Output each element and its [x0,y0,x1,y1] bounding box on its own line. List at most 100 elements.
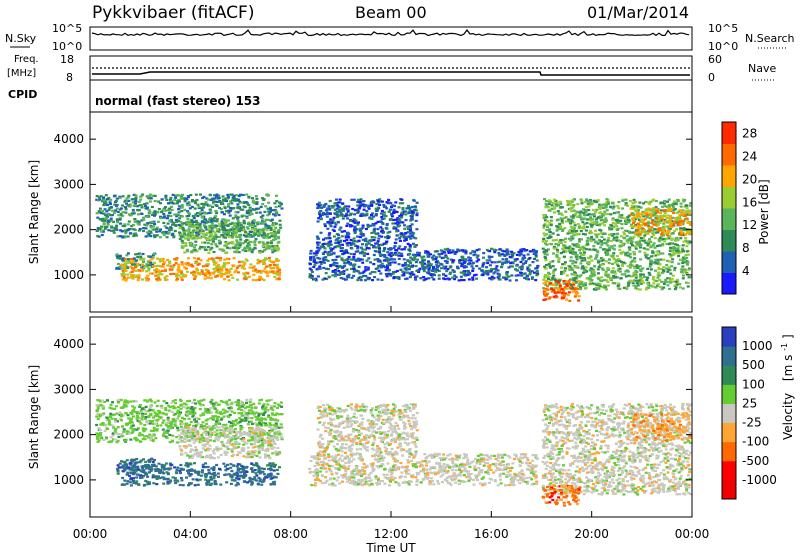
echo-cell [145,202,149,205]
echo-cell [332,204,336,208]
echo-cell [248,248,252,251]
echo-cell [508,256,512,259]
echo-cell [208,224,212,227]
echo-cell [572,221,576,224]
echo-cell [460,278,464,282]
echo-cell [568,299,572,302]
echo-cell [245,259,249,262]
echo-cell [372,246,375,249]
echo-cell [337,201,341,204]
echo-cell [171,202,175,205]
echo-cell [666,234,669,237]
echo-cell [127,194,131,197]
echo-cell [600,235,604,238]
echo-cell [585,199,589,202]
echo-cell [121,264,125,267]
echo-cell [384,242,388,245]
echo-cell [449,251,453,254]
echo-cell [174,262,178,265]
echo-cell [685,211,689,214]
echo-cell [187,238,190,241]
echo-cell [393,258,397,261]
echo-cell [231,231,235,234]
echo-cell [372,215,375,218]
echo-cell [365,210,369,213]
echo-cell [323,223,327,226]
echo-cell [180,215,184,218]
echo-cell [661,228,665,231]
echo-cell [344,278,348,281]
echo-cell [146,235,150,238]
echo-cell [258,251,262,254]
echo-cell [119,212,123,215]
echo-cell [464,274,467,277]
echo-cell [274,210,278,213]
echo-cell [138,269,142,272]
echo-cell [650,261,654,264]
echo-cell [329,240,333,243]
echo-cell [256,262,260,265]
echo-cell [574,281,578,284]
echo-cell [183,251,187,254]
echo-cell [121,224,125,228]
echo-cell [607,202,611,205]
echo-cell [178,217,182,220]
echo-cell [664,278,668,281]
echo-cell [430,256,434,259]
echo-cell [642,281,645,284]
colorbar-tick-label: 20 [742,172,757,186]
echo-cell [426,253,430,256]
echo-cell [237,246,241,249]
echo-cell [132,233,136,236]
echo-cell [550,290,554,293]
echo-cell [641,230,645,233]
echo-cell [145,207,149,210]
echo-cell [227,211,231,214]
echo-cell [686,281,690,285]
echo-cell [616,264,620,268]
echo-cell [637,227,641,230]
echo-cell [523,272,527,275]
echo-cell [266,274,270,278]
echo-cell [231,226,235,229]
echo-cell [553,211,557,214]
echo-cell [615,233,619,236]
echo-cell [215,224,219,228]
echo-cell [379,254,383,257]
echo-cell [248,240,251,244]
echo-cell [579,282,582,285]
echo-cell [339,249,343,253]
echo-cell [545,263,548,267]
echo-cell [616,269,620,272]
echo-cell [114,418,118,421]
nsky-label: N.Sky [5,32,37,45]
echo-cell [242,201,246,204]
echo-cell [602,284,606,287]
echo-cell [662,222,666,225]
echo-cell [210,257,214,260]
echo-cell [376,240,380,243]
echo-cell [652,254,655,257]
echo-cell [319,209,323,213]
echo-cell [163,215,167,218]
echo-cell [507,260,510,263]
echo-cell [210,243,214,246]
echo-cell [590,226,594,229]
echo-cell [235,235,239,239]
echo-cell [570,207,574,210]
echo-cell [245,193,249,196]
echo-cell [142,218,146,221]
echo-cell [442,265,446,268]
echo-cell [542,226,546,229]
echo-cell [177,208,181,211]
echo-cell [545,200,548,203]
echo-cell [355,228,359,231]
echo-cell [118,196,122,199]
echo-cell [639,231,643,234]
echo-cell [403,267,407,270]
echo-cell [223,207,227,210]
echo-cell [408,248,412,252]
echo-cell [682,240,686,243]
echo-cell [564,210,568,213]
echo-cell [206,221,210,224]
